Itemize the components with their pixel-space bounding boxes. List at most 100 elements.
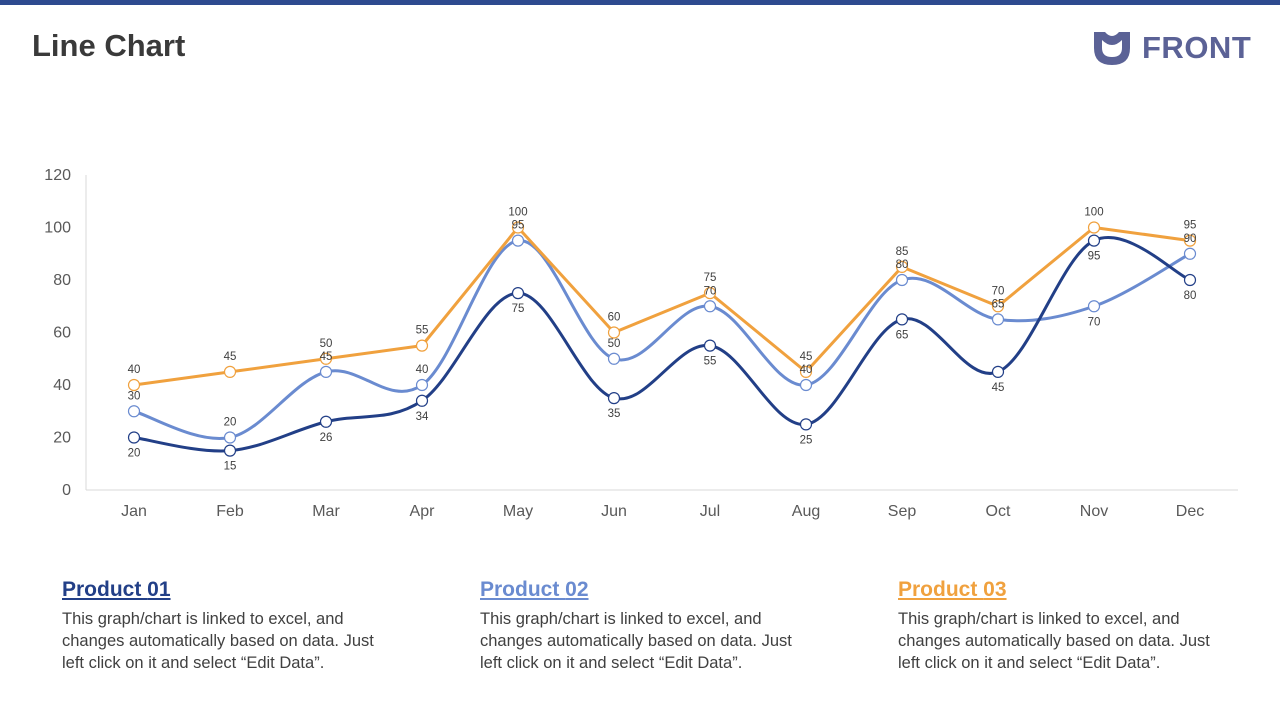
page-title: Line Chart (32, 28, 186, 63)
x-tick-label: Jul (700, 503, 720, 520)
product-01-point (895, 313, 909, 326)
product-02-point (799, 378, 813, 392)
product-03-data-label: 55 (416, 325, 429, 337)
product-01-data-label: 25 (800, 434, 813, 446)
x-tick-label: Jan (121, 503, 147, 520)
product-01-point (415, 394, 429, 407)
x-tick-label: Nov (1080, 503, 1108, 520)
brand-logo: FRONT (1090, 27, 1251, 69)
x-tick-label: Oct (986, 503, 1011, 520)
product-03-point (1183, 234, 1197, 247)
product-03-data-label: 70 (992, 285, 1005, 297)
product-02-point (607, 352, 621, 365)
x-tick-label: May (503, 503, 533, 520)
product-03-data-label: 100 (1084, 207, 1103, 219)
product-02-title-prefix: Product (480, 578, 566, 601)
product-03-text: This graph/chart is linked to excel, and… (898, 610, 1210, 672)
product-03-line (133, 226, 1191, 387)
product-02-point (1183, 247, 1197, 260)
x-tick-label: Jun (601, 503, 627, 520)
product-02-data-label: 70 (1088, 316, 1101, 328)
product-03-title-number: 03 (983, 578, 1007, 601)
product-02-point (1087, 300, 1101, 313)
product-02-point (991, 313, 1005, 326)
product-01-text: This graph/chart is linked to excel, and… (62, 610, 374, 672)
product-03-data-label: 95 (1184, 220, 1197, 232)
product-02-title: Product 02 (480, 578, 810, 602)
x-tick-label: Mar (312, 503, 340, 520)
product-02-data-label: 90 (1184, 233, 1197, 245)
product-01-description: Product 01 This graph/chart is linked to… (62, 578, 392, 674)
product-02-data-label: 20 (224, 417, 237, 429)
product-01-point (703, 339, 717, 352)
product-02-data-label: 50 (608, 338, 621, 350)
x-tick-label: Dec (1176, 503, 1204, 520)
product-01-data-label: 45 (992, 382, 1005, 394)
product-03-data-label: 85 (896, 246, 909, 258)
x-tick-label: Feb (216, 503, 244, 520)
top-accent-bar (0, 0, 1280, 5)
product-03-title-prefix: Product (898, 578, 984, 601)
product-01-point (511, 287, 525, 300)
product-01-data-label: 65 (896, 329, 909, 341)
product-01-point (223, 444, 237, 457)
product-03-point (415, 339, 429, 352)
product-02-title-number: 02 (565, 578, 589, 601)
product-01-data-label: 55 (704, 356, 717, 368)
product-02-data-label: 65 (992, 298, 1005, 310)
y-tick-label: 0 (62, 482, 71, 499)
product-03-description: Product 03 This graph/chart is linked to… (898, 578, 1228, 674)
product-02-text: This graph/chart is linked to excel, and… (480, 610, 792, 672)
y-tick-label: 60 (53, 325, 71, 342)
y-tick-label: 100 (44, 220, 71, 237)
y-tick-label: 20 (53, 430, 71, 447)
x-tick-label: Aug (792, 503, 820, 520)
product-03-point (127, 378, 141, 392)
product-01-title: Product 01 (62, 578, 392, 602)
product-02-point (895, 273, 909, 287)
product-01-line (133, 236, 1191, 453)
product-02-line (133, 239, 1191, 440)
product-03-data-label: 100 (508, 207, 527, 219)
product-02-data-label: 45 (320, 351, 333, 363)
product-01-data-label: 15 (224, 461, 237, 473)
product-01-point (607, 392, 621, 405)
product-03-data-label: 50 (320, 338, 333, 350)
product-03-point (799, 365, 813, 378)
product-03-data-label: 75 (704, 272, 717, 284)
product-01-point (1087, 234, 1101, 247)
product-02-data-label: 70 (704, 285, 717, 297)
product-01-point (127, 431, 141, 444)
product-02-point (127, 405, 141, 418)
brand-name: FRONT (1142, 30, 1252, 65)
product-03-point (223, 365, 237, 378)
product-01-data-label: 20 (128, 448, 141, 460)
product-01-data-label: 75 (512, 303, 525, 315)
product-02-point (223, 431, 237, 444)
product-02-data-label: 95 (512, 220, 525, 232)
product-02-description: Product 02 This graph/chart is linked to… (480, 578, 810, 674)
product-03-data-label: 45 (224, 351, 237, 363)
product-03-data-label: 60 (608, 312, 621, 324)
product-02-point (511, 234, 525, 247)
product-03-data-label: 45 (800, 351, 813, 363)
product-02-point (319, 365, 333, 378)
product-01-title-prefix: Product (62, 578, 148, 601)
product-02-data-label: 30 (128, 390, 141, 402)
product-01-point (1183, 273, 1197, 287)
product-03-point (607, 326, 621, 339)
product-02-point (415, 378, 429, 392)
front-logo-icon (1094, 32, 1130, 65)
line-chart: 0 20 40 60 80 100 120 Jan Feb Mar Apr May Jun Jul Aug S… (44, 167, 1238, 520)
product-02-data-label: 80 (896, 259, 909, 271)
product-03-title: Product 03 (898, 578, 1228, 602)
product-02-data-label: 40 (800, 364, 813, 376)
product-03-data-label: 40 (128, 364, 141, 376)
product-03-point (1087, 221, 1101, 234)
product-01-title-number: 01 (147, 578, 171, 601)
product-01-data-label: 35 (608, 408, 621, 420)
product-01-point (799, 418, 813, 431)
product-03-point (895, 260, 909, 273)
product-01-data-label: 34 (416, 411, 429, 423)
product-03-point (319, 352, 333, 365)
